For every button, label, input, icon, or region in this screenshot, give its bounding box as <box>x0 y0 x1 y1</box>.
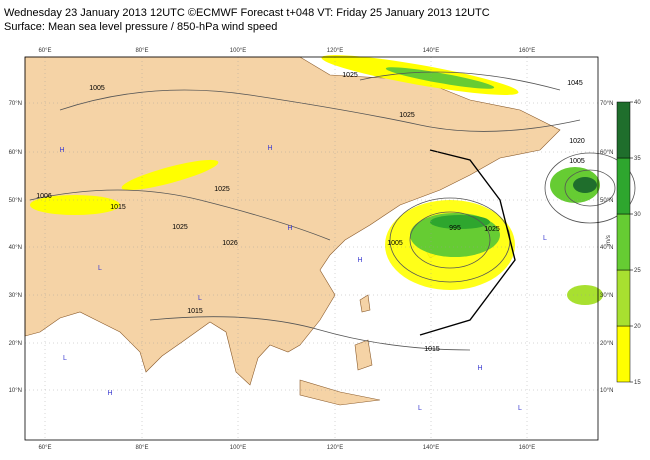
lon-label: 140°E <box>423 48 439 54</box>
lat-label: 50°N <box>9 198 22 204</box>
lon-label: 120°E <box>327 48 343 54</box>
pressure-centre: H <box>477 365 482 372</box>
colorbar-band <box>616 325 631 383</box>
colorbar-band <box>616 269 631 327</box>
colorbar-band <box>616 157 631 215</box>
isobar-label: 1020 <box>569 138 585 145</box>
colorbar-band <box>616 101 631 159</box>
lon-label: 60°E <box>38 445 51 451</box>
pressure-centre: L <box>63 355 67 362</box>
pressure-centre: L <box>198 295 202 302</box>
map <box>24 55 636 441</box>
isobar-label: 1005 <box>569 158 585 165</box>
pressure-centre: H <box>107 390 112 397</box>
subtitle: Surface: Mean sea level pressure / 850-h… <box>4 21 277 33</box>
lat-label: 30°N <box>9 293 22 299</box>
pressure-centre: H <box>287 225 292 232</box>
lat-label: 40°N <box>9 245 22 251</box>
wind-area <box>121 159 219 191</box>
lat-label: 70°N <box>9 101 22 107</box>
isobar-label: 1026 <box>222 240 238 247</box>
pressure-centre: L <box>418 405 422 412</box>
lon-label: 160°E <box>519 48 535 54</box>
land <box>24 56 561 386</box>
lat-label: 70°N <box>600 101 613 107</box>
colorbar-label: 25 <box>634 268 641 274</box>
title: Wednesday 23 January 2013 12UTC ©ECMWF F… <box>4 7 490 19</box>
isobar-label: 1005 <box>89 85 105 92</box>
lat-label: 20°N <box>600 341 613 347</box>
isobar-label: 1025 <box>484 226 500 233</box>
isobar-label: 1025 <box>172 224 188 231</box>
colorbar-unit: m/s <box>606 235 612 245</box>
colorbar-band <box>616 213 631 271</box>
isobar-label: 1025 <box>214 186 230 193</box>
wind-area <box>573 177 597 193</box>
pressure-centre: L <box>543 235 547 242</box>
isobar-bold <box>419 149 516 336</box>
pressure-centre: L <box>518 405 522 412</box>
colorbar-label: 35 <box>634 156 641 162</box>
pressure-centre: H <box>59 147 64 154</box>
lon-label: 80°E <box>135 48 148 54</box>
colorbar-label: 40 <box>634 100 641 106</box>
colorbar-label: 15 <box>634 380 641 386</box>
pressure-centre: H <box>267 145 272 152</box>
isobars <box>29 71 636 351</box>
pressure-centre: L <box>98 265 102 272</box>
lat-label: 30°N <box>600 293 613 299</box>
lon-label: 60°E <box>38 48 51 54</box>
isobar-label: 1006 <box>36 193 52 200</box>
isobar-label: 995 <box>449 225 461 232</box>
pressure-centre: H <box>357 257 362 264</box>
isobar-label: 1045 <box>567 80 583 87</box>
isobar-label: 1005 <box>387 240 403 247</box>
lon-label: 120°E <box>327 445 343 451</box>
colorbar-label: 30 <box>634 212 641 218</box>
lat-label: 20°N <box>9 341 22 347</box>
lat-label: 60°N <box>9 150 22 156</box>
lat-label: 10°N <box>600 388 613 394</box>
lon-label: 100°E <box>230 445 246 451</box>
isobar-label: 1015 <box>187 308 203 315</box>
lon-label: 140°E <box>423 445 439 451</box>
lon-label: 80°E <box>135 445 148 451</box>
lat-label: 40°N <box>600 245 613 251</box>
lon-label: 100°E <box>230 48 246 54</box>
isobar-label: 1025 <box>342 72 358 79</box>
frame <box>24 56 599 441</box>
isobar-label: 1025 <box>399 112 415 119</box>
colorbar-label: 20 <box>634 324 641 330</box>
lat-label: 10°N <box>9 388 22 394</box>
isobar-label: 1015 <box>110 204 126 211</box>
lat-label: 50°N <box>600 198 613 204</box>
isobar-label: 1015 <box>424 346 440 353</box>
lon-label: 160°E <box>519 445 535 451</box>
lat-label: 60°N <box>600 150 613 156</box>
